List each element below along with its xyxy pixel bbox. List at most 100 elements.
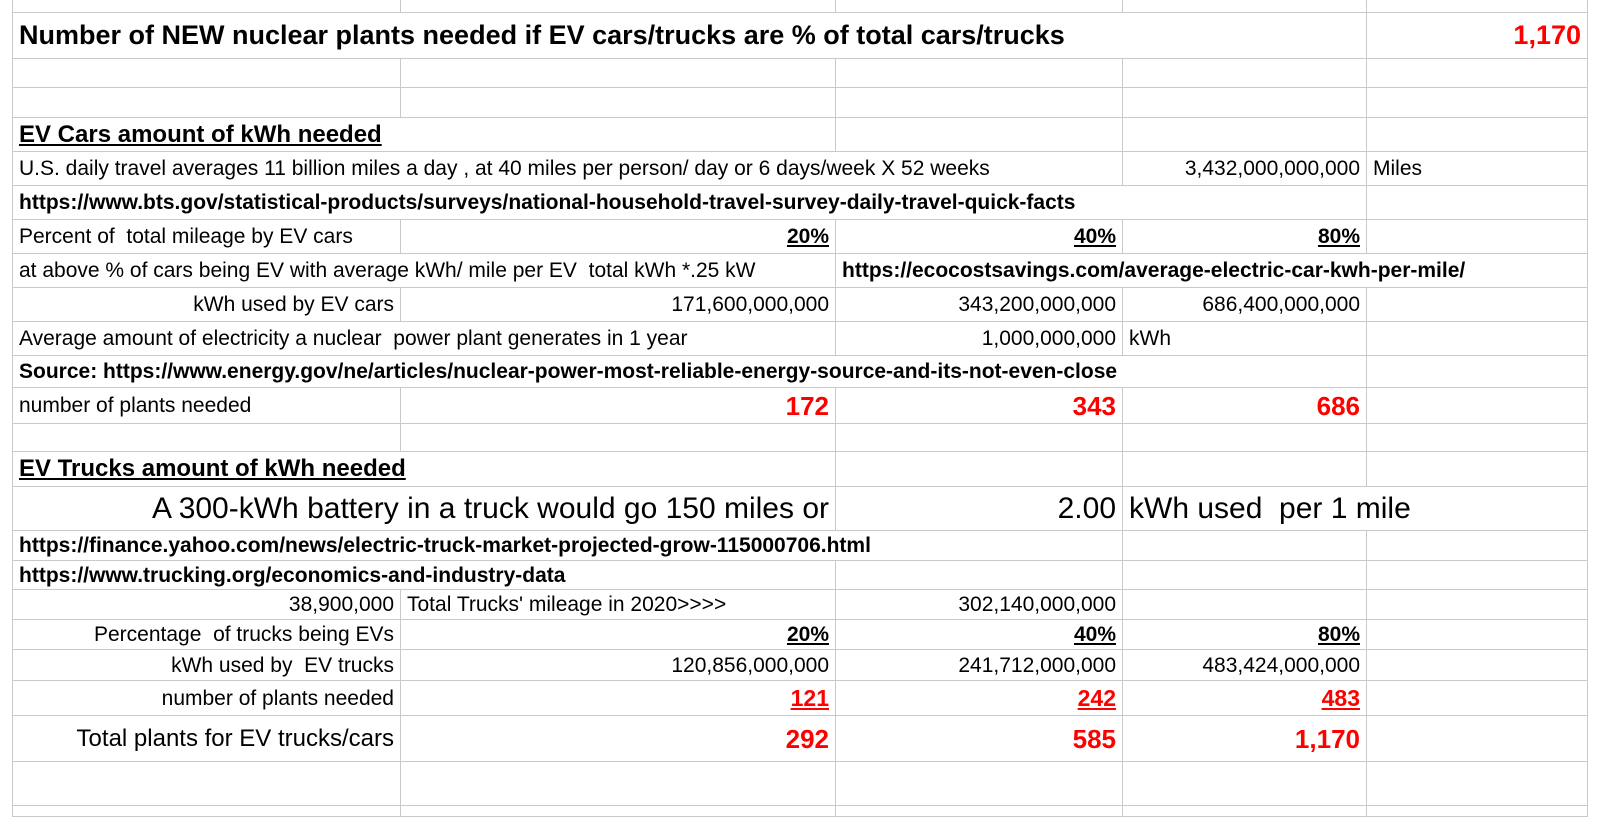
cell-grand-total[interactable]: 1,170 (1367, 13, 1588, 58)
cell-empty[interactable] (1367, 620, 1588, 649)
cell-empty[interactable] (1367, 186, 1588, 219)
cell-trucks-kwh-20[interactable]: 120,856,000,000 (401, 650, 836, 680)
cell-empty[interactable] (1367, 388, 1588, 423)
cell-cars-pct-40[interactable]: 40% (836, 220, 1123, 253)
cell-empty[interactable] (836, 452, 1123, 486)
cell-cars-plants-20[interactable]: 172 (401, 388, 836, 423)
cell-empty[interactable] (401, 88, 836, 117)
cell-trucks-kwh-label[interactable]: kWh used by EV trucks (13, 650, 401, 680)
cell-empty[interactable] (1367, 0, 1588, 12)
cell-empty[interactable] (1367, 806, 1588, 816)
cell-empty[interactable] (836, 118, 1123, 151)
cell-empty[interactable] (1367, 322, 1588, 355)
cell-ev-trucks-header[interactable]: EV Trucks amount of kWh needed (13, 452, 836, 486)
cell-travel-label[interactable]: U.S. daily travel averages 11 billion mi… (13, 152, 1123, 185)
cell-empty[interactable] (1367, 356, 1588, 387)
cell-cars-pct-80[interactable]: 80% (1123, 220, 1367, 253)
cell-empty[interactable] (13, 59, 401, 87)
cell-trucks-pct-40[interactable]: 40% (836, 620, 1123, 649)
cell-trucks-plants-label[interactable]: number of plants needed (13, 681, 401, 715)
cell-empty[interactable] (1123, 88, 1367, 117)
cell-empty[interactable] (1367, 531, 1588, 560)
cell-empty[interactable] (1123, 424, 1367, 451)
cell-empty[interactable] (1123, 590, 1367, 619)
cell-cars-kwh-20[interactable]: 171,600,000,000 (401, 288, 836, 321)
cell-trucks-mileage-value[interactable]: 302,140,000,000 (836, 590, 1123, 619)
cell-plant-gen-unit[interactable]: kWh (1123, 322, 1367, 355)
cell-travel-unit[interactable]: Miles (1367, 152, 1588, 185)
cell-cars-plants-40[interactable]: 343 (836, 388, 1123, 423)
cell-trucks-count[interactable]: 38,900,000 (13, 590, 401, 619)
cell-empty[interactable] (836, 561, 1123, 589)
cell-empty[interactable] (1123, 762, 1367, 805)
cell-empty[interactable] (1123, 452, 1367, 486)
cell-yahoo-url[interactable]: https://finance.yahoo.com/news/electric-… (13, 531, 1123, 560)
cell-empty[interactable] (1367, 716, 1588, 761)
cell-empty[interactable] (1367, 452, 1588, 486)
cell-empty[interactable] (1123, 806, 1367, 816)
cell-empty[interactable] (1367, 424, 1588, 451)
cell-empty[interactable] (836, 424, 1123, 451)
cell-empty[interactable] (13, 806, 401, 816)
cell-empty[interactable] (836, 0, 1123, 12)
cell-empty[interactable] (1123, 531, 1367, 560)
cell-assumption-label[interactable]: at above % of cars being EV with average… (13, 254, 836, 287)
cell-trucks-kwh-80[interactable]: 483,424,000,000 (1123, 650, 1367, 680)
cell-empty[interactable] (1123, 59, 1367, 87)
cell-empty[interactable] (1367, 762, 1588, 805)
cell-empty[interactable] (13, 424, 401, 451)
cell-cars-pct-label[interactable]: Percent of total mileage by EV cars (13, 220, 401, 253)
cell-empty[interactable] (401, 762, 836, 805)
cell-empty[interactable] (401, 59, 836, 87)
cell-empty[interactable] (1367, 288, 1588, 321)
cell-trucks-plants-40[interactable]: 242 (836, 681, 1123, 715)
cell-empty[interactable] (401, 806, 836, 816)
cell-empty[interactable] (1367, 59, 1588, 87)
cell-cars-plants-label[interactable]: number of plants needed (13, 388, 401, 423)
cell-plant-gen-label[interactable]: Average amount of electricity a nuclear … (13, 322, 836, 355)
cell-trucks-pct-20[interactable]: 20% (401, 620, 836, 649)
cell-ecocost-url[interactable]: https://ecocostsavings.com/average-elect… (836, 254, 1588, 287)
cell-trucks-kwh-40[interactable]: 241,712,000,000 (836, 650, 1123, 680)
cell-total-plants-label[interactable]: Total plants for EV trucks/cars (13, 716, 401, 761)
cell-empty[interactable] (1123, 118, 1367, 151)
cell-battery-value[interactable]: 2.00 (836, 487, 1123, 530)
cell-trucks-plants-80[interactable]: 483 (1123, 681, 1367, 715)
cell-energy-source-url[interactable]: Source: https://www.energy.gov/ne/articl… (13, 356, 1367, 387)
cell-title[interactable]: Number of NEW nuclear plants needed if E… (13, 13, 1367, 58)
cell-empty[interactable] (401, 424, 836, 451)
cell-battery-label[interactable]: A 300-kWh battery in a truck would go 15… (13, 487, 836, 530)
cell-trucks-pct-80[interactable]: 80% (1123, 620, 1367, 649)
cell-empty[interactable] (836, 59, 1123, 87)
cell-battery-unit[interactable]: kWh used per 1 mile (1123, 487, 1588, 530)
cell-empty[interactable] (1367, 118, 1588, 151)
cell-trucking-url[interactable]: https://www.trucking.org/economics-and-i… (13, 561, 836, 589)
cell-empty[interactable] (836, 762, 1123, 805)
cell-cars-kwh-label[interactable]: kWh used by EV cars (13, 288, 401, 321)
cell-travel-value[interactable]: 3,432,000,000,000 (1123, 152, 1367, 185)
cell-empty[interactable] (1367, 650, 1588, 680)
cell-empty[interactable] (1367, 590, 1588, 619)
cell-empty[interactable] (1123, 561, 1367, 589)
cell-plant-gen-value[interactable]: 1,000,000,000 (836, 322, 1123, 355)
cell-empty[interactable] (1367, 561, 1588, 589)
cell-empty[interactable] (13, 0, 401, 12)
cell-empty[interactable] (401, 0, 836, 12)
cell-trucks-mileage-label[interactable]: Total Trucks' mileage in 2020>>>> (401, 590, 836, 619)
cell-bts-url[interactable]: https://www.bts.gov/statistical-products… (13, 186, 1367, 219)
cell-cars-plants-80[interactable]: 686 (1123, 388, 1367, 423)
cell-total-plants-20[interactable]: 292 (401, 716, 836, 761)
cell-ev-cars-header[interactable]: EV Cars amount of kWh needed (13, 118, 836, 151)
cell-empty[interactable] (13, 88, 401, 117)
cell-trucks-plants-20[interactable]: 121 (401, 681, 836, 715)
cell-total-plants-80[interactable]: 1,170 (1123, 716, 1367, 761)
cell-empty[interactable] (1367, 88, 1588, 117)
cell-cars-kwh-80[interactable]: 686,400,000,000 (1123, 288, 1367, 321)
cell-empty[interactable] (1367, 220, 1588, 253)
cell-cars-kwh-40[interactable]: 343,200,000,000 (836, 288, 1123, 321)
cell-cars-pct-20[interactable]: 20% (401, 220, 836, 253)
cell-empty[interactable] (13, 762, 401, 805)
cell-empty[interactable] (836, 806, 1123, 816)
cell-empty[interactable] (1123, 0, 1367, 12)
cell-trucks-pct-label[interactable]: Percentage of trucks being EVs (13, 620, 401, 649)
